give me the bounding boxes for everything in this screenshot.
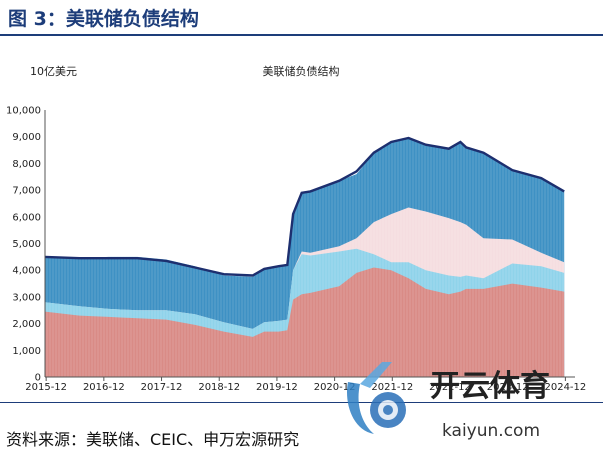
kaiyun-watermark: 开云体育 kaiyun.com [347, 362, 550, 441]
x-tick-label: 2024-12 [544, 382, 586, 393]
area-mask [45, 98, 565, 277]
source-note: 资料来源：美联储、CEIC、申万宏源研究 [6, 430, 300, 449]
y-tick-label: 7,000 [12, 186, 41, 197]
watermark-swoosh-icon [347, 382, 374, 434]
watermark-k-stroke-icon [360, 362, 392, 388]
x-tick-label: 2019-12 [256, 382, 298, 393]
x-tick-label: 2016-12 [83, 382, 125, 393]
y-tick-label: 0 [35, 373, 41, 384]
y-tick-label: 6,000 [12, 212, 41, 223]
y-tick-label: 10,000 [6, 106, 41, 117]
y-tick-label: 5,000 [12, 239, 41, 250]
y-tick-label: 1,000 [12, 346, 41, 357]
watermark-domain-text: kaiyun.com [442, 421, 540, 441]
y-tick-label: 9,000 [12, 132, 41, 143]
liability-structure-chart: 10亿美元 美联储负债结构 负债：准备金负债：TGA负债：逆回购其它负债（主要是… [6, 64, 586, 394]
x-tick-label: 2020-12 [314, 382, 356, 393]
stacked-areas [44, 98, 565, 377]
y-tick-label: 8,000 [12, 159, 41, 170]
chart-title: 美联储负债结构 [263, 64, 340, 78]
area-series [45, 267, 565, 377]
y-tick-label: 4,000 [12, 266, 41, 277]
x-tick-label: 2023-12 [487, 382, 529, 393]
x-tick-label: 2022-12 [429, 382, 471, 393]
x-tick-label: 2015-12 [25, 382, 67, 393]
watermark-brand-text: 开云体育 [430, 369, 550, 404]
title-rule [0, 34, 603, 36]
x-tick-label: 2018-12 [198, 382, 240, 393]
y-axis-unit-label: 10亿美元 [30, 65, 77, 78]
source-rule [0, 402, 603, 403]
total-assets-line [44, 136, 565, 277]
x-tick-label: 2017-12 [141, 382, 183, 393]
figure-title: 图 3：美联储负债结构 [8, 8, 199, 30]
axes: 0 1,000 2,000 3,000 4,000 5,000 6,000 7,000 8,00… [6, 106, 586, 394]
y-tick-label: 3,000 [12, 292, 41, 303]
x-tick-label: 2021-12 [371, 382, 413, 393]
y-tick-label: 2,000 [12, 319, 41, 330]
